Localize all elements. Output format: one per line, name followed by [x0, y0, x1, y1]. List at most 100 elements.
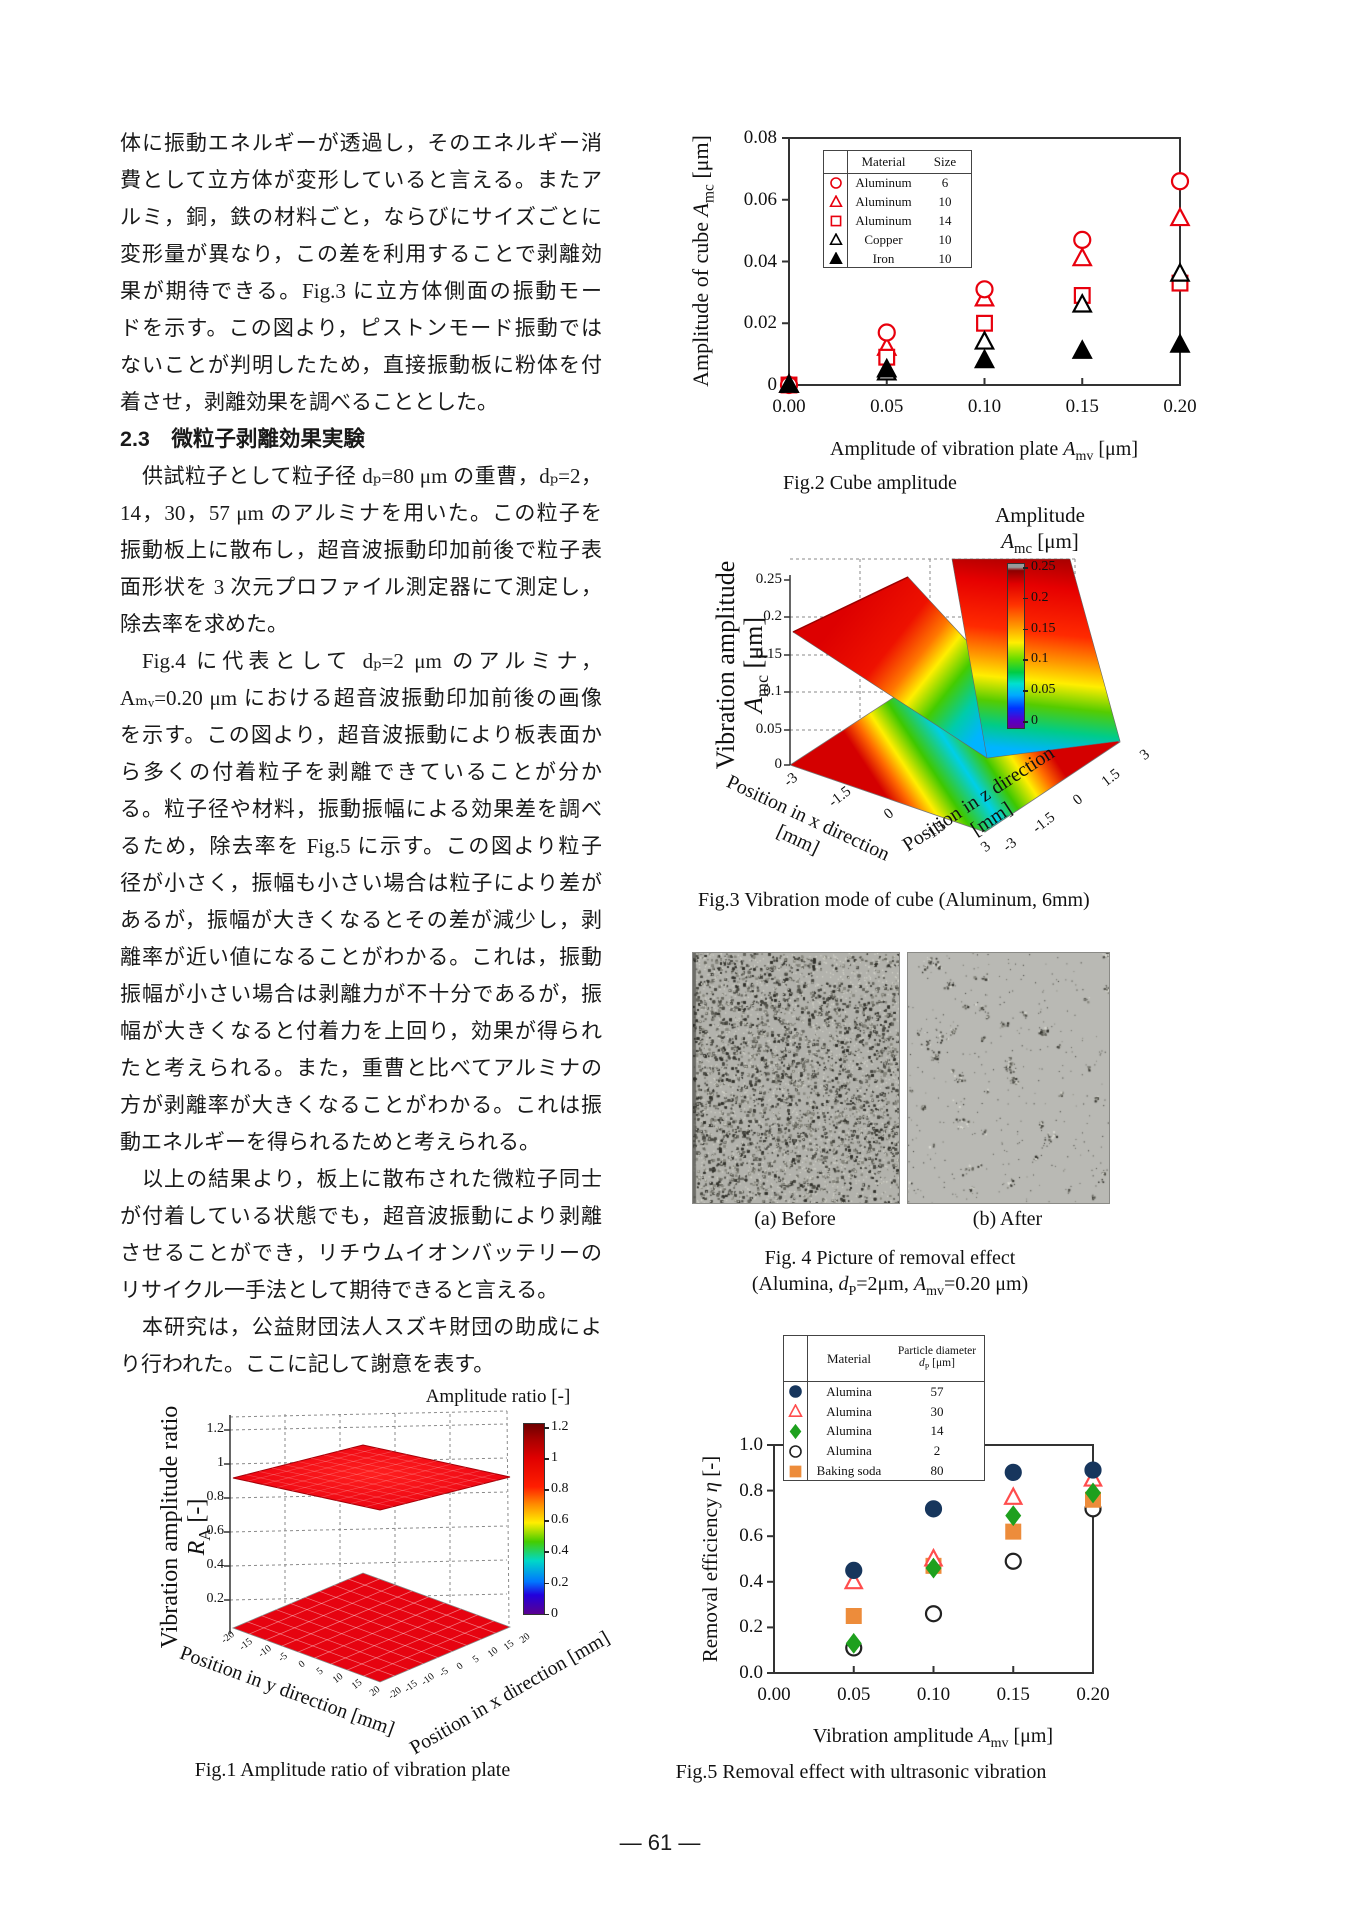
y-tick-label: 0.8 [739, 1479, 763, 1501]
data-point-marker [973, 330, 996, 350]
floor-mesh-line [261, 1615, 410, 1671]
floor-mesh-line [314, 1602, 445, 1659]
fig3-vibration-mode-surface [784, 558, 1121, 833]
y-tick-label: 0.06 [743, 188, 777, 210]
text-line: ないことが判明したため，直接振動板に粉体を付 [120, 353, 602, 377]
legend-size: 10 [938, 231, 952, 247]
diamond-legend-marker-icon [789, 1423, 802, 1439]
data-point-marker [1003, 1486, 1024, 1505]
circle-legend-marker-icon [829, 177, 842, 190]
text-line: 着させ，剥離効果を調べることとした。 [120, 390, 498, 414]
floor-mesh-line [330, 1608, 462, 1665]
series-alumina-14 [845, 1482, 1101, 1654]
text-line: ルミ，銅，鉄の材料ごと，ならびにサイズごとに [120, 205, 602, 229]
data-point-marker [1071, 292, 1093, 313]
surface-right-sheet [951, 558, 1121, 759]
legend-header-material: Material [826, 1350, 872, 1366]
surface-mesh-line [262, 1451, 393, 1485]
square-legend-marker-icon [789, 1465, 802, 1477]
legend-header-diameter-line1: Particle diameter [897, 1345, 977, 1358]
text-line: Aₘᵥ=0.20 μm における超音波振動印加前後の画像 [120, 686, 602, 710]
surface-mesh-line [323, 1454, 472, 1488]
data-point-marker [876, 357, 898, 378]
floor-mesh-line [363, 1620, 494, 1677]
data-point-marker [924, 1605, 943, 1623]
legend-marker-cell [784, 1461, 808, 1481]
triangle-marker [828, 251, 843, 264]
data-point-marker [1004, 1552, 1022, 1570]
surface-mesh-line [277, 1454, 408, 1488]
text-line: 幅が大きくなると付着力を上回り，効果が得られ [120, 1019, 602, 1043]
data-point-marker [976, 314, 993, 332]
box-right-edge [506, 1410, 510, 1626]
data-point-marker [1073, 230, 1092, 249]
x-tick-label: 0.00 [757, 1684, 791, 1705]
legend-header-diameter-line2: dP [μm] [919, 1357, 955, 1372]
fig2-x-axis-label: Amplitude of vibration plate Amv [μm] [830, 438, 1138, 464]
fig1-colorbar-tick [544, 1427, 549, 1429]
data-point-marker [877, 323, 896, 342]
data-point-marker [1169, 262, 1191, 282]
floor-mesh-line [247, 1621, 395, 1677]
text-line: るため，除去率を Fig.5 に示す。この図より粒子 [120, 834, 602, 858]
y-tick-label: 0.6 [739, 1525, 763, 1547]
floor-mesh-line [298, 1596, 429, 1653]
surface-mesh-line [306, 1460, 437, 1495]
wall-gridline [229, 1559, 508, 1567]
text-line: 以上の結果より，板上に散布された微粒子同士 [142, 1167, 602, 1191]
series-baking-soda-80 [845, 1491, 1102, 1625]
surface-mesh-line [310, 1457, 459, 1491]
fig3-colorbar-tick [1023, 690, 1028, 692]
fig1-colorbar-tick-label: 0.4 [551, 1543, 569, 1559]
x-tick-label: 0.10 [967, 396, 1002, 417]
legend-material: Alumina [826, 1383, 872, 1399]
fig1-z-tick-label: 0.4 [206, 1557, 225, 1572]
legend-marker-cell [824, 174, 848, 193]
floor-mesh-line [281, 1590, 413, 1647]
fig1-colorbar-tick [544, 1551, 549, 1553]
fig3-colorbar-tick-label: 0.25 [1031, 559, 1056, 574]
surface-mesh-line [336, 1451, 485, 1484]
legend-row: Aluminum 14 [824, 211, 971, 231]
data-point-marker [1004, 1463, 1022, 1481]
fig2-y-axis-label: Amplitude of cube Amc [μm] [688, 135, 718, 387]
legend-material: Alumina [826, 1443, 872, 1459]
text-line: 面形状を 3 次元プロファイル測定器にて測定し， [120, 575, 602, 599]
text-line: ら多くの付着粒子を剥離できていることが分か [120, 760, 602, 784]
y-tick-label: 0.04 [743, 250, 777, 272]
x-tick-label: 0.15 [1065, 396, 1099, 417]
fig4-before-image [692, 952, 900, 1204]
text-line: 方が剥離率が大きくなることがわかる。これは振 [120, 1093, 602, 1117]
fig1-colorbar-tick-label: 0.8 [551, 1481, 569, 1497]
legend-header-size: Size [933, 154, 957, 169]
fig5-x-axis-label: Vibration amplitude Amv [μm] [812, 1725, 1054, 1751]
legend-row: Alumina 14 [784, 1421, 984, 1442]
data-point-marker [975, 280, 994, 299]
legend-marker-cell [824, 211, 848, 231]
fig1-colorbar-tick-label: 0 [551, 1605, 558, 1621]
series-alumina-2 [845, 1500, 1102, 1657]
legend-diameter: 2 [933, 1443, 941, 1459]
circle-marker [829, 177, 842, 190]
fig4-caption-line2: (Alumina, dP=2μm, Amv=0.20 μm) [751, 1273, 1029, 1299]
legend-row: Copper 10 [824, 230, 971, 250]
data-point-marker [845, 1632, 862, 1654]
square-marker [789, 1465, 802, 1477]
triangle-marker [788, 1404, 803, 1418]
text-line: 体に振動エネルギーが透過し，そのエネルギー消 [120, 131, 602, 155]
x-tick-label: 0.15 [996, 1684, 1030, 1705]
legend-row: Iron 10 [824, 249, 971, 268]
legend-marker-cell [784, 1441, 808, 1462]
triangle-legend-marker-icon [788, 1404, 803, 1418]
legend-diameter: 57 [930, 1383, 944, 1399]
fig1-colorbar-tick [544, 1582, 549, 1584]
x-tick-label: 0.05 [870, 396, 904, 417]
legend-size: 10 [938, 250, 952, 266]
fig1-z-tick-label: 1 [217, 1455, 224, 1470]
fig1-caption: Fig.1 Amplitude ratio of vibration plate [194, 1759, 511, 1781]
floor-mesh-line [333, 1584, 482, 1640]
fig3-colorbar-tick [1023, 659, 1028, 661]
fig2-legend: Material Size Aluminum 6 Aluminum 10 Aluminum 1… [823, 150, 972, 268]
data-point-marker [1170, 172, 1190, 191]
text-line: あるが，振幅が大きくなるとその差が減少し，剥 [120, 908, 602, 932]
